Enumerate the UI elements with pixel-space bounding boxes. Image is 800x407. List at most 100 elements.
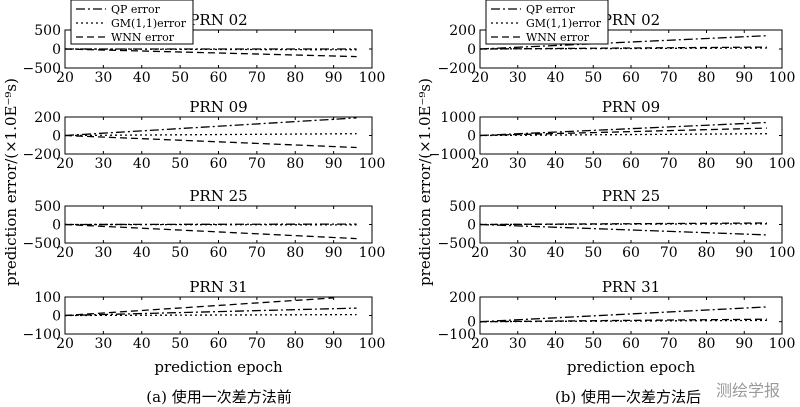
x-tick-label: 100 <box>769 156 796 172</box>
x-tick-label: 20 <box>56 245 74 261</box>
x-tick-label: 60 <box>622 156 640 172</box>
series-line-qp-error <box>64 117 357 137</box>
y-tick-label: 0 <box>52 218 61 234</box>
x-tick-label: 60 <box>622 336 640 352</box>
y-tick-label: 200 <box>34 110 61 126</box>
x-tick-label: 30 <box>509 245 527 261</box>
x-tick-label: 20 <box>471 156 489 172</box>
x-tick-label: 20 <box>56 336 74 352</box>
y-tick-label: 0 <box>52 42 61 58</box>
x-tick-label: 90 <box>735 336 753 352</box>
x-tick-label: 80 <box>698 70 716 86</box>
x-tick-label: 80 <box>286 336 304 352</box>
x-tick-label: 90 <box>325 245 343 261</box>
x-tick-label: 20 <box>56 156 74 172</box>
x-tick-label: 90 <box>325 336 343 352</box>
y-tick-label: 500 <box>34 23 61 39</box>
x-tick-label: 90 <box>735 245 753 261</box>
x-tick-label: 20 <box>471 336 489 352</box>
legend-entry: GM(1,1)error <box>526 17 602 30</box>
x-tick-label: 50 <box>584 70 602 86</box>
legend-entry: WNN error <box>526 31 590 44</box>
x-tick-label: 90 <box>735 70 753 86</box>
y-tick-label: −200 <box>23 147 61 163</box>
x-tick-label: 100 <box>359 245 386 261</box>
y-tick-label: 0 <box>467 218 476 234</box>
y-tick-label: −500 <box>23 236 61 252</box>
x-tick-label: 30 <box>509 156 527 172</box>
x-tick-label: 50 <box>171 245 189 261</box>
x-tick-label: 80 <box>286 245 304 261</box>
y-tick-label: 100 <box>34 290 61 306</box>
x-tick-label: 70 <box>660 245 678 261</box>
x-tick-label: 40 <box>547 245 565 261</box>
x-tick-label: 70 <box>660 70 678 86</box>
x-tick-label: 80 <box>698 336 716 352</box>
x-tick-label: 40 <box>547 336 565 352</box>
y-tick-label: 500 <box>449 199 476 215</box>
x-tick-label: 80 <box>286 70 304 86</box>
panel-title: PRN 25 <box>602 187 660 205</box>
y-tick-label: −100 <box>23 327 61 343</box>
y-tick-label: 0 <box>52 129 61 145</box>
x-tick-label: 60 <box>622 70 640 86</box>
x-tick-label: 40 <box>547 70 565 86</box>
x-tick-label: 40 <box>133 245 151 261</box>
x-tick-label: 40 <box>547 156 565 172</box>
y-axis-label: prediction error/(×1.0E⁻⁹s) <box>2 78 20 286</box>
panel-title: PRN 31 <box>189 278 247 296</box>
y-axis-label: prediction error/(×1.0E⁻⁹s) <box>416 78 434 286</box>
x-tick-label: 20 <box>471 70 489 86</box>
x-tick-label: 50 <box>171 336 189 352</box>
x-tick-label: 30 <box>509 336 527 352</box>
y-tick-label: 200 <box>449 290 476 306</box>
x-tick-label: 60 <box>622 245 640 261</box>
x-axis-label: prediction epoch <box>567 358 696 376</box>
legend-entry: GM(1,1)error <box>111 17 187 30</box>
x-tick-label: 30 <box>509 70 527 86</box>
x-tick-label: 80 <box>286 156 304 172</box>
x-tick-label: 100 <box>769 336 796 352</box>
x-tick-label: 60 <box>210 70 228 86</box>
x-tick-label: 70 <box>660 156 678 172</box>
x-tick-label: 50 <box>584 156 602 172</box>
series-line-gm-1-1-error <box>479 133 767 137</box>
x-tick-label: 30 <box>94 70 112 86</box>
y-tick-label: 1000 <box>440 110 476 126</box>
x-tick-label: 100 <box>359 336 386 352</box>
x-tick-label: 60 <box>210 245 228 261</box>
x-tick-label: 80 <box>698 156 716 172</box>
x-tick-label: 70 <box>248 70 266 86</box>
series-line-wnn-error <box>64 223 357 240</box>
x-tick-label: 90 <box>735 156 753 172</box>
x-tick-label: 30 <box>94 336 112 352</box>
panel-title: PRN 02 <box>189 11 247 29</box>
series-line-gm-1-1-error <box>64 133 357 137</box>
series-line-wnn-error <box>64 48 357 58</box>
y-tick-label: 200 <box>449 23 476 39</box>
x-tick-label: 20 <box>56 70 74 86</box>
x-tick-label: 100 <box>769 245 796 261</box>
x-tick-label: 70 <box>248 156 266 172</box>
x-tick-label: 80 <box>698 245 716 261</box>
series-line-qp-error <box>479 35 767 50</box>
y-tick-label: −100 <box>438 327 476 343</box>
x-tick-label: 50 <box>171 156 189 172</box>
panel-title: PRN 31 <box>602 278 660 296</box>
y-tick-label: 0 <box>467 315 476 331</box>
series-line-qp-error <box>479 121 767 137</box>
panel-title: PRN 09 <box>602 98 660 116</box>
x-tick-label: 90 <box>325 70 343 86</box>
x-tick-label: 70 <box>660 336 678 352</box>
panel-title: PRN 25 <box>189 187 247 205</box>
legend-entry: QP error <box>111 3 161 16</box>
y-tick-label: 0 <box>467 129 476 145</box>
series-line-wnn-error <box>64 134 357 149</box>
legend-entry: WNN error <box>111 31 175 44</box>
x-tick-label: 100 <box>359 156 386 172</box>
y-tick-label: 0 <box>52 309 61 325</box>
series-line-wnn-error <box>479 127 767 137</box>
x-tick-label: 100 <box>769 70 796 86</box>
x-tick-label: 40 <box>133 336 151 352</box>
